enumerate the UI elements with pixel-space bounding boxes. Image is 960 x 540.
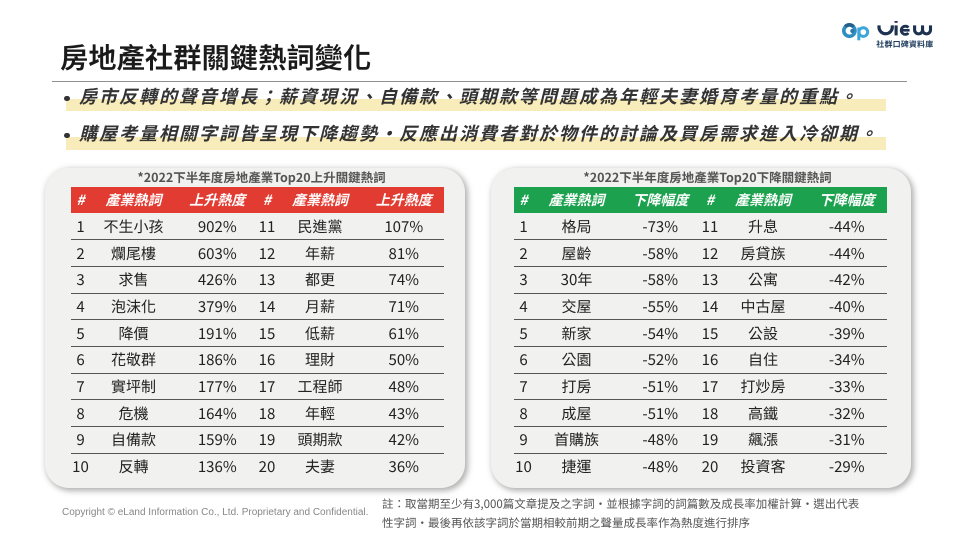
- svg-text:社群口碑資料庫: 社群口碑資料庫: [876, 39, 933, 50]
